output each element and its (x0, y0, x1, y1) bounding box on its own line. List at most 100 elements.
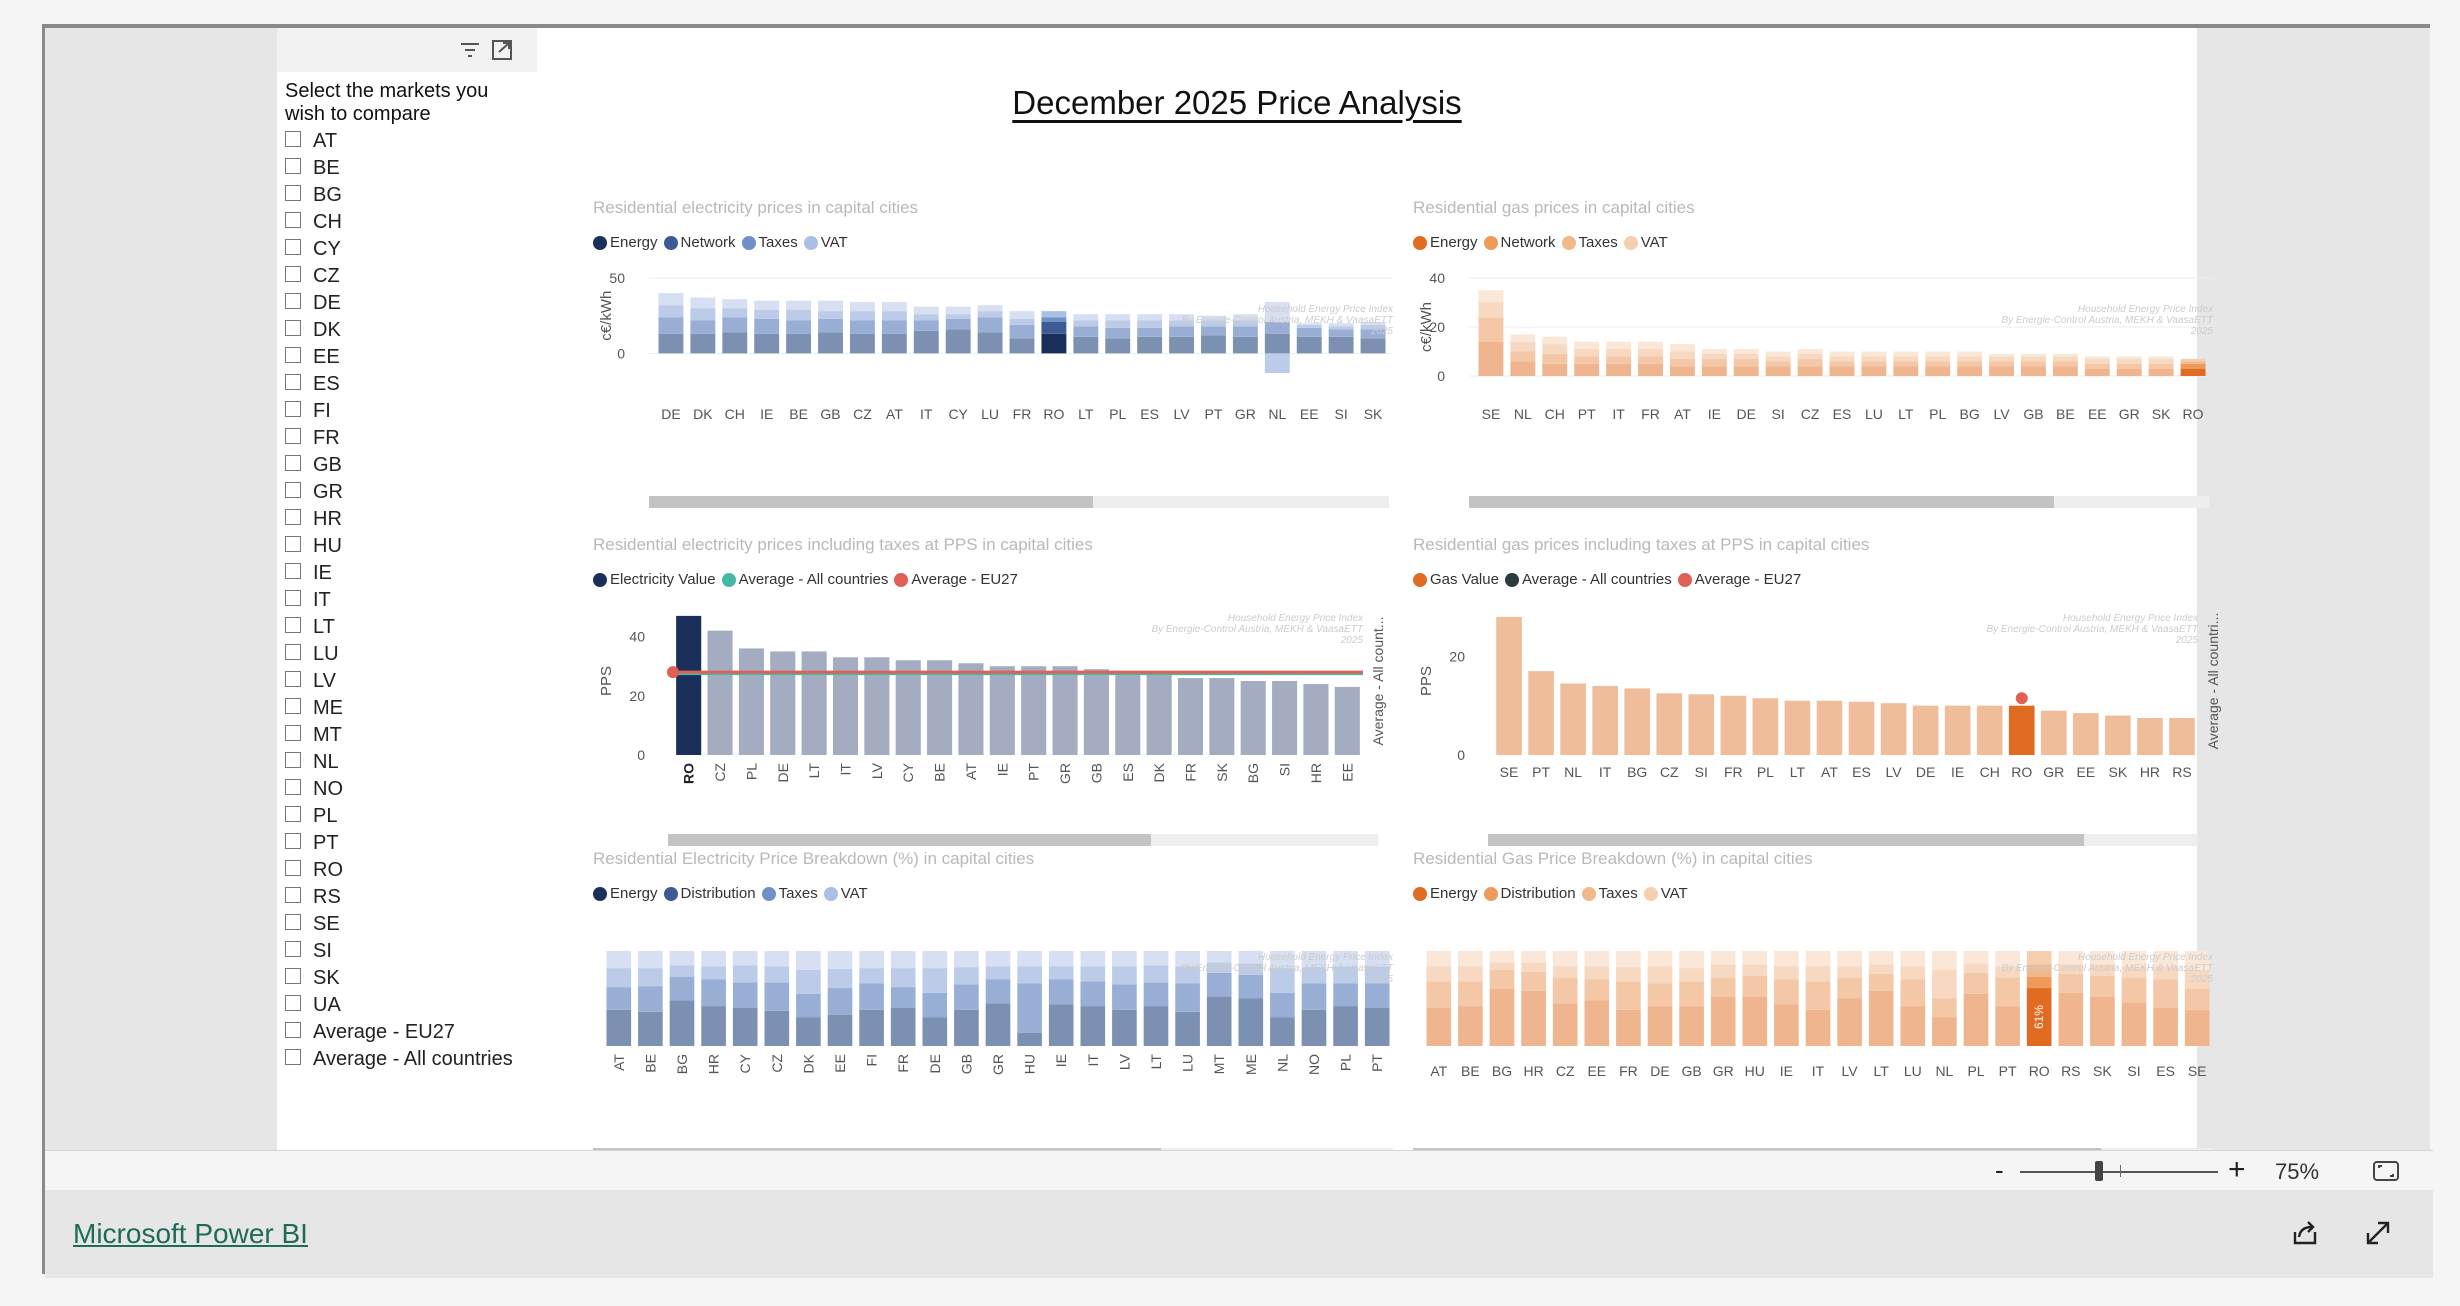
share-icon[interactable] (2290, 1218, 2320, 1248)
slicer-item[interactable]: ME (285, 695, 513, 722)
slicer-item[interactable]: FI (285, 398, 513, 425)
expand-icon[interactable] (2363, 1218, 2393, 1248)
slicer-item[interactable]: CY (285, 236, 513, 263)
power-bi-link[interactable]: Microsoft Power BI (73, 1218, 308, 1249)
legend-item[interactable]: Taxes (761, 885, 818, 902)
chart-scrollbar[interactable] (1488, 834, 2198, 846)
slicer-item[interactable]: SI (285, 938, 513, 965)
checkbox[interactable] (285, 1048, 301, 1065)
legend-item[interactable]: Average - EU27 (1677, 571, 1801, 588)
slicer-item[interactable]: FR (285, 425, 513, 452)
slicer-item[interactable]: RS (285, 884, 513, 911)
checkbox[interactable] (285, 859, 301, 876)
checkbox[interactable] (285, 265, 301, 282)
slicer-item[interactable]: HR (285, 506, 513, 533)
checkbox[interactable] (285, 1021, 301, 1038)
slicer-item[interactable]: RO (285, 857, 513, 884)
scrollbar-thumb[interactable] (668, 834, 1151, 846)
checkbox[interactable] (285, 616, 301, 633)
slicer-item[interactable]: SK (285, 965, 513, 992)
filter-icon[interactable] (457, 38, 483, 62)
checkbox[interactable] (285, 508, 301, 525)
legend-item[interactable]: Taxes (741, 234, 798, 251)
checkbox[interactable] (285, 400, 301, 417)
checkbox[interactable] (285, 373, 301, 390)
slicer-item[interactable]: HU (285, 533, 513, 560)
slicer-item[interactable]: Average - All countries (285, 1046, 513, 1073)
slicer-item[interactable]: PT (285, 830, 513, 857)
legend-item[interactable]: Energy (1413, 885, 1478, 902)
chart-scrollbar[interactable] (1469, 496, 2209, 508)
checkbox[interactable] (285, 427, 301, 444)
slicer-item[interactable]: LV (285, 668, 513, 695)
checkbox[interactable] (285, 994, 301, 1011)
checkbox[interactable] (285, 184, 301, 201)
slicer-item[interactable]: LU (285, 641, 513, 668)
checkbox[interactable] (285, 454, 301, 471)
checkbox[interactable] (285, 346, 301, 363)
scrollbar-thumb[interactable] (1488, 834, 2085, 846)
visual-elec-pps[interactable]: Residential electricity prices including… (593, 535, 1403, 855)
slicer-item[interactable]: GB (285, 452, 513, 479)
checkbox[interactable] (285, 292, 301, 309)
slicer-item[interactable]: ES (285, 371, 513, 398)
scrollbar-thumb[interactable] (1469, 496, 2054, 508)
slicer-item[interactable]: LT (285, 614, 513, 641)
chart-scrollbar[interactable] (668, 834, 1378, 846)
slicer-item[interactable]: BE (285, 155, 513, 182)
checkbox[interactable] (285, 157, 301, 174)
scrollbar-thumb[interactable] (649, 496, 1093, 508)
legend-item[interactable]: VAT (823, 885, 868, 902)
focus-mode-icon[interactable] (489, 38, 515, 62)
legend-item[interactable]: Average - All countries (721, 571, 888, 588)
slicer-item[interactable]: Average - EU27 (285, 1019, 513, 1046)
checkbox[interactable] (285, 130, 301, 147)
legend-item[interactable]: Network (663, 234, 736, 251)
zoom-out-button[interactable]: - (1995, 1155, 2004, 1185)
legend-item[interactable]: Gas Value (1413, 571, 1499, 588)
slicer-item[interactable]: MT (285, 722, 513, 749)
checkbox[interactable] (285, 697, 301, 714)
legend-item[interactable]: Average - EU27 (894, 571, 1018, 588)
checkbox[interactable] (285, 967, 301, 984)
checkbox[interactable] (285, 670, 301, 687)
checkbox[interactable] (285, 643, 301, 660)
legend-item[interactable]: Electricity Value (593, 571, 716, 588)
checkbox[interactable] (285, 751, 301, 768)
visual-gas-pps[interactable]: Residential gas prices including taxes a… (1413, 535, 2223, 855)
checkbox[interactable] (285, 211, 301, 228)
slicer-item[interactable]: CH (285, 209, 513, 236)
legend-item[interactable]: Taxes (1561, 234, 1618, 251)
legend-item[interactable]: Taxes (1581, 885, 1638, 902)
slicer-item[interactable]: IT (285, 587, 513, 614)
slicer-item[interactable]: CZ (285, 263, 513, 290)
checkbox[interactable] (285, 832, 301, 849)
slicer-item[interactable]: UA (285, 992, 513, 1019)
slicer-item[interactable]: PL (285, 803, 513, 830)
slicer-item[interactable]: NO (285, 776, 513, 803)
visual-gas-price[interactable]: Residential gas prices in capital cities… (1413, 198, 2223, 508)
checkbox[interactable] (285, 562, 301, 579)
visual-gas-breakdown[interactable]: Residential Gas Price Breakdown (%) in c… (1413, 849, 2223, 1160)
legend-item[interactable]: Energy (1413, 234, 1478, 251)
slicer-item[interactable]: SE (285, 911, 513, 938)
slicer-item[interactable]: NL (285, 749, 513, 776)
legend-item[interactable]: Network (1483, 234, 1556, 251)
visual-elec-price[interactable]: Residential electricity prices in capita… (593, 198, 1403, 508)
chart-scrollbar[interactable] (649, 496, 1389, 508)
checkbox[interactable] (285, 940, 301, 957)
legend-item[interactable]: Average - All countries (1504, 571, 1672, 588)
checkbox[interactable] (285, 481, 301, 498)
legend-item[interactable]: Distribution (1483, 885, 1576, 902)
zoom-slider-handle[interactable] (2095, 1161, 2104, 1181)
slicer-item[interactable]: GR (285, 479, 513, 506)
checkbox[interactable] (285, 913, 301, 930)
zoom-in-button[interactable]: + (2228, 1153, 2246, 1186)
slicer-item[interactable]: DK (285, 317, 513, 344)
slicer-item[interactable]: EE (285, 344, 513, 371)
legend-item[interactable]: VAT (803, 234, 848, 251)
slicer-item[interactable]: AT (285, 128, 513, 155)
slicer-item[interactable]: BG (285, 182, 513, 209)
legend-item[interactable]: Energy (593, 234, 658, 251)
checkbox[interactable] (285, 724, 301, 741)
